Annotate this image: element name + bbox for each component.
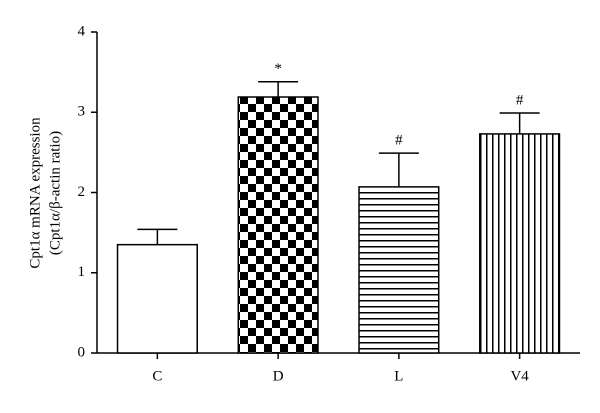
significance-marker: #: [395, 133, 403, 149]
x-tick-label: C: [152, 368, 162, 384]
y-tick-label: 1: [78, 264, 86, 280]
bar: [116, 243, 198, 354]
x-tick-label: D: [273, 368, 284, 384]
y-axis-label: (Cpt1α/β-actin ratio): [47, 131, 63, 255]
bar: [358, 186, 440, 354]
x-tick-label: V4: [510, 368, 529, 384]
significance-marker: #: [516, 92, 524, 108]
y-tick-label: 0: [78, 344, 86, 360]
y-axis-label: Cpt1α mRNA expression: [27, 117, 43, 269]
bar: [479, 133, 561, 354]
significance-marker: *: [274, 61, 282, 77]
x-tick-label: L: [394, 368, 403, 384]
y-tick-label: 2: [78, 184, 86, 200]
y-tick-label: 3: [78, 104, 86, 120]
bar: [237, 96, 319, 354]
y-tick-label: 4: [78, 23, 86, 39]
